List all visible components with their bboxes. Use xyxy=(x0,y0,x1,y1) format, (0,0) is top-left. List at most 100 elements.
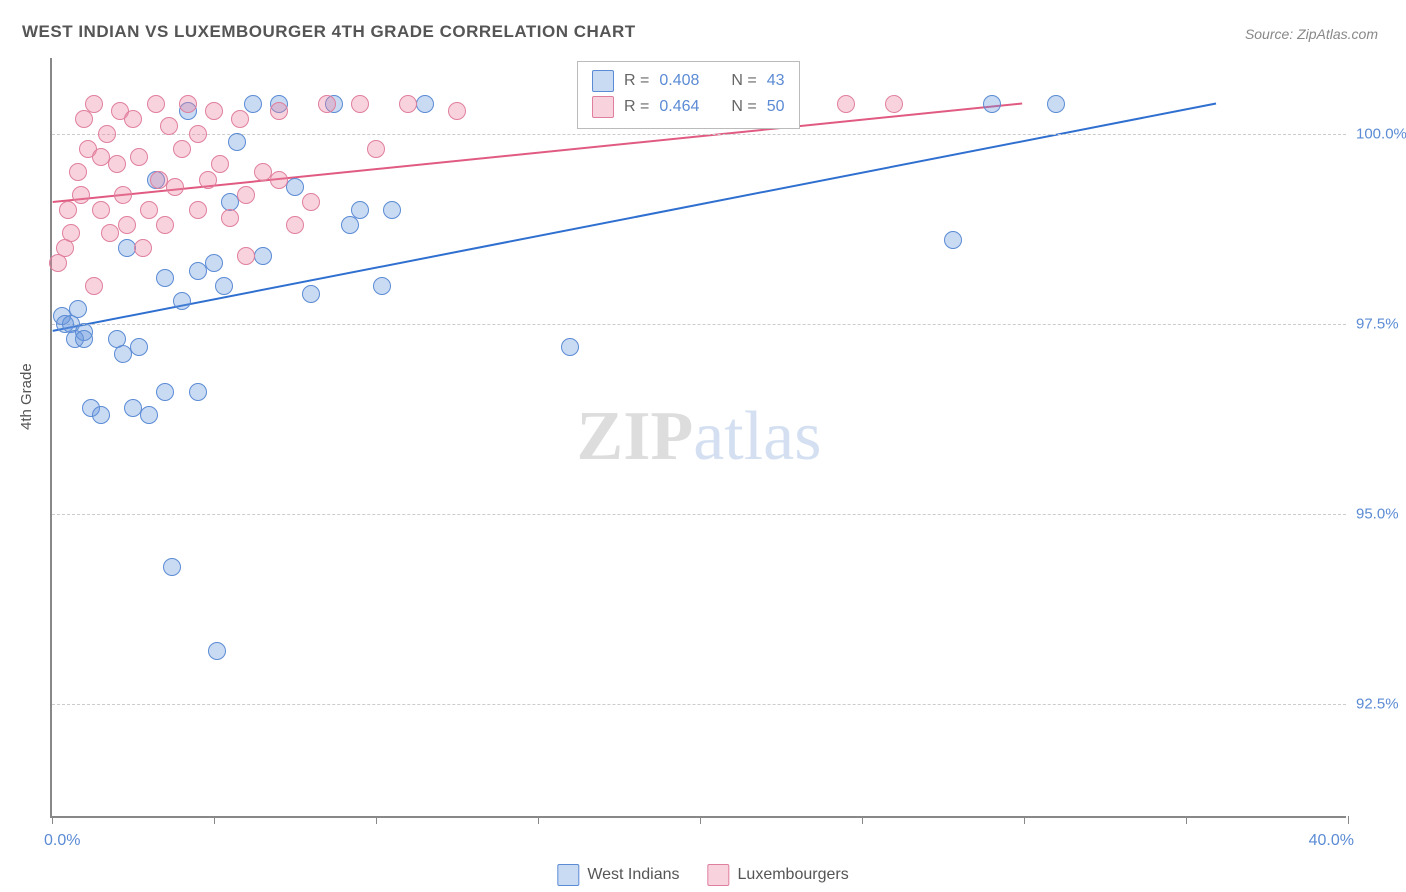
grid-line xyxy=(52,324,1346,325)
data-point-luxembourger xyxy=(173,140,191,158)
data-point-luxembourger xyxy=(205,102,223,120)
data-point-west-indian xyxy=(983,95,1001,113)
data-point-west-indian xyxy=(254,247,272,265)
bottom-label-1: Luxembourgers xyxy=(738,866,849,884)
data-point-west-indian xyxy=(205,254,223,272)
data-point-west-indian xyxy=(944,231,962,249)
x-tick xyxy=(1024,816,1025,824)
data-point-luxembourger xyxy=(399,95,417,113)
legend-r-value-0: 0.408 xyxy=(659,72,699,90)
y-tick-label: 92.5% xyxy=(1356,696,1406,713)
legend-swatch-pink xyxy=(592,96,614,118)
bottom-legend-item-1: Luxembourgers xyxy=(708,864,849,886)
grid-line xyxy=(52,134,1346,135)
data-point-west-indian xyxy=(75,330,93,348)
data-point-luxembourger xyxy=(75,110,93,128)
legend-r-label-0: R = xyxy=(624,72,649,90)
data-point-luxembourger xyxy=(124,110,142,128)
data-point-luxembourger xyxy=(448,102,466,120)
y-tick-label: 97.5% xyxy=(1356,316,1406,333)
x-tick xyxy=(1348,816,1349,824)
data-point-luxembourger xyxy=(237,247,255,265)
legend-r-label-1: R = xyxy=(624,98,649,116)
data-point-west-indian xyxy=(189,262,207,280)
data-point-luxembourger xyxy=(130,148,148,166)
data-point-west-indian xyxy=(163,558,181,576)
data-point-west-indian xyxy=(228,133,246,151)
watermark: ZIPatlas xyxy=(577,397,822,477)
bottom-swatch-blue xyxy=(557,864,579,886)
data-point-luxembourger xyxy=(189,125,207,143)
data-point-luxembourger xyxy=(837,95,855,113)
trend-line xyxy=(53,103,1022,202)
legend-n-value-0: 43 xyxy=(767,72,785,90)
bottom-swatch-pink xyxy=(708,864,730,886)
data-point-luxembourger xyxy=(156,216,174,234)
data-point-luxembourger xyxy=(179,95,197,113)
data-point-west-indian xyxy=(416,95,434,113)
x-max-label: 40.0% xyxy=(1309,832,1354,850)
watermark-atlas: atlas xyxy=(693,398,821,475)
data-point-luxembourger xyxy=(140,201,158,219)
data-point-luxembourger xyxy=(134,239,152,257)
x-tick xyxy=(52,816,53,824)
bottom-legend-item-0: West Indians xyxy=(557,864,679,886)
data-point-west-indian xyxy=(156,383,174,401)
data-point-luxembourger xyxy=(72,186,90,204)
watermark-zip: ZIP xyxy=(577,398,694,475)
data-point-luxembourger xyxy=(221,209,239,227)
data-point-luxembourger xyxy=(85,277,103,295)
data-point-west-indian xyxy=(208,642,226,660)
grid-line xyxy=(52,704,1346,705)
data-point-west-indian xyxy=(69,300,87,318)
data-point-luxembourger xyxy=(270,102,288,120)
trend-lines-svg xyxy=(52,58,1346,816)
x-tick xyxy=(538,816,539,824)
data-point-west-indian xyxy=(383,201,401,219)
x-tick xyxy=(700,816,701,824)
data-point-luxembourger xyxy=(62,224,80,242)
data-point-luxembourger xyxy=(147,95,165,113)
data-point-luxembourger xyxy=(351,95,369,113)
legend-r-value-1: 0.464 xyxy=(659,98,699,116)
data-point-west-indian xyxy=(244,95,262,113)
grid-line xyxy=(52,514,1346,515)
data-point-west-indian xyxy=(561,338,579,356)
data-point-west-indian xyxy=(130,338,148,356)
data-point-luxembourger xyxy=(98,125,116,143)
data-point-luxembourger xyxy=(101,224,119,242)
data-point-luxembourger xyxy=(302,193,320,211)
plot-area: ZIPatlas R = 0.408 N = 43 R = 0.464 N = … xyxy=(50,58,1346,818)
data-point-west-indian xyxy=(351,201,369,219)
data-point-luxembourger xyxy=(85,95,103,113)
y-axis-label: 4th Grade xyxy=(18,363,35,430)
legend-n-label-1: N = xyxy=(731,98,756,116)
data-point-west-indian xyxy=(215,277,233,295)
data-point-luxembourger xyxy=(92,201,110,219)
data-point-west-indian xyxy=(373,277,391,295)
data-point-west-indian xyxy=(140,406,158,424)
bottom-legend: West Indians Luxembourgers xyxy=(557,864,848,886)
data-point-luxembourger xyxy=(211,155,229,173)
source-label: Source: ZipAtlas.com xyxy=(1245,26,1378,42)
data-point-luxembourger xyxy=(114,186,132,204)
data-point-west-indian xyxy=(341,216,359,234)
chart-title: WEST INDIAN VS LUXEMBOURGER 4TH GRADE CO… xyxy=(22,22,636,42)
data-point-luxembourger xyxy=(118,216,136,234)
correlation-legend: R = 0.408 N = 43 R = 0.464 N = 50 xyxy=(577,61,800,129)
data-point-luxembourger xyxy=(367,140,385,158)
x-min-label: 0.0% xyxy=(44,832,80,850)
data-point-west-indian xyxy=(189,383,207,401)
x-tick xyxy=(214,816,215,824)
data-point-luxembourger xyxy=(237,186,255,204)
data-point-west-indian xyxy=(173,292,191,310)
data-point-west-indian xyxy=(302,285,320,303)
data-point-luxembourger xyxy=(166,178,184,196)
data-point-luxembourger xyxy=(189,201,207,219)
data-point-luxembourger xyxy=(885,95,903,113)
bottom-label-0: West Indians xyxy=(587,866,679,884)
data-point-luxembourger xyxy=(160,117,178,135)
legend-n-value-1: 50 xyxy=(767,98,785,116)
data-point-luxembourger xyxy=(286,216,304,234)
data-point-luxembourger xyxy=(270,171,288,189)
